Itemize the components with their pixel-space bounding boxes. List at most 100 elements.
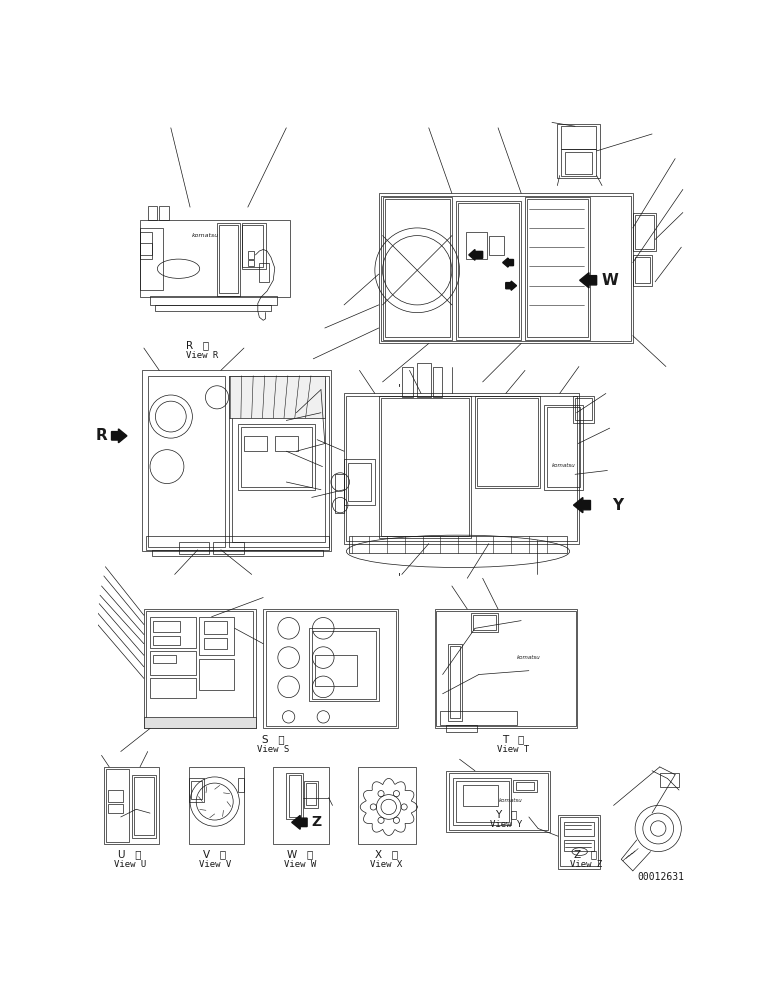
- Bar: [159, 206, 169, 220]
- Bar: [191, 781, 201, 799]
- Bar: [237, 424, 315, 489]
- Bar: [473, 616, 496, 630]
- Bar: [312, 631, 376, 699]
- Bar: [378, 193, 633, 343]
- Bar: [315, 656, 357, 686]
- Bar: [134, 777, 154, 836]
- Bar: [140, 220, 290, 297]
- Bar: [153, 621, 180, 633]
- Bar: [547, 407, 581, 487]
- Text: View X: View X: [370, 860, 403, 869]
- Bar: [456, 201, 521, 339]
- Bar: [213, 543, 244, 554]
- Bar: [286, 773, 303, 819]
- Text: Y   视: Y 视: [495, 809, 517, 819]
- Bar: [635, 215, 653, 248]
- Bar: [248, 251, 254, 258]
- Bar: [228, 375, 329, 547]
- FancyArrow shape: [506, 281, 516, 290]
- Bar: [275, 435, 298, 451]
- Bar: [108, 804, 123, 813]
- Bar: [146, 612, 254, 726]
- Bar: [146, 536, 329, 550]
- Circle shape: [650, 821, 666, 836]
- Bar: [381, 195, 630, 341]
- Bar: [237, 779, 244, 793]
- Bar: [144, 717, 256, 729]
- Text: View V: View V: [198, 860, 231, 869]
- Bar: [561, 126, 596, 149]
- Bar: [633, 255, 652, 285]
- Bar: [153, 636, 180, 646]
- FancyArrow shape: [112, 428, 127, 442]
- Bar: [241, 427, 312, 486]
- Bar: [475, 395, 541, 488]
- Bar: [402, 366, 414, 397]
- Bar: [219, 225, 237, 293]
- Bar: [335, 474, 344, 513]
- Bar: [232, 380, 325, 543]
- Bar: [446, 726, 476, 732]
- Text: ': ': [398, 573, 401, 583]
- Text: R: R: [95, 428, 107, 443]
- Bar: [349, 536, 567, 553]
- Bar: [344, 393, 579, 544]
- Bar: [489, 235, 504, 255]
- Bar: [142, 370, 331, 552]
- Bar: [155, 305, 271, 311]
- Bar: [381, 398, 469, 536]
- Bar: [477, 398, 538, 485]
- Bar: [564, 823, 594, 836]
- Text: View Y: View Y: [489, 820, 522, 829]
- FancyArrow shape: [502, 258, 513, 267]
- Bar: [466, 232, 487, 258]
- FancyArrow shape: [574, 497, 591, 513]
- Text: U   视: U 视: [118, 849, 142, 859]
- Bar: [108, 790, 123, 802]
- Bar: [153, 656, 176, 663]
- Bar: [244, 435, 267, 451]
- Bar: [178, 543, 209, 554]
- Bar: [561, 149, 596, 176]
- Bar: [417, 362, 431, 397]
- FancyArrow shape: [469, 249, 483, 260]
- Bar: [260, 262, 269, 282]
- Bar: [348, 462, 371, 502]
- Bar: [150, 295, 277, 305]
- Bar: [289, 776, 301, 817]
- Bar: [148, 375, 224, 547]
- Bar: [264, 609, 398, 729]
- Bar: [140, 228, 163, 289]
- Text: T   视: T 视: [502, 735, 525, 745]
- Bar: [513, 780, 536, 793]
- Bar: [144, 609, 256, 729]
- Bar: [447, 771, 551, 833]
- Text: W: W: [602, 273, 619, 287]
- Bar: [304, 781, 318, 808]
- Text: 00012631: 00012631: [637, 873, 684, 883]
- Bar: [150, 617, 196, 648]
- Bar: [456, 781, 509, 823]
- Text: View U: View U: [114, 860, 146, 869]
- Text: Z: Z: [312, 816, 322, 830]
- Bar: [545, 405, 583, 489]
- Text: Y: Y: [612, 497, 624, 513]
- Bar: [558, 815, 601, 869]
- Text: komatsu: komatsu: [192, 233, 219, 238]
- Bar: [558, 124, 600, 178]
- Bar: [573, 395, 594, 422]
- Bar: [140, 243, 152, 255]
- Bar: [463, 785, 498, 806]
- Bar: [248, 260, 254, 266]
- Text: komatsu: komatsu: [517, 655, 541, 660]
- FancyArrow shape: [580, 272, 597, 288]
- Bar: [273, 767, 329, 844]
- Bar: [306, 783, 316, 806]
- Bar: [527, 199, 588, 337]
- Bar: [106, 769, 129, 842]
- Bar: [564, 840, 594, 851]
- Bar: [104, 767, 159, 844]
- Bar: [242, 225, 264, 267]
- Text: View Z: View Z: [570, 860, 602, 869]
- Text: S   视: S 视: [262, 735, 284, 745]
